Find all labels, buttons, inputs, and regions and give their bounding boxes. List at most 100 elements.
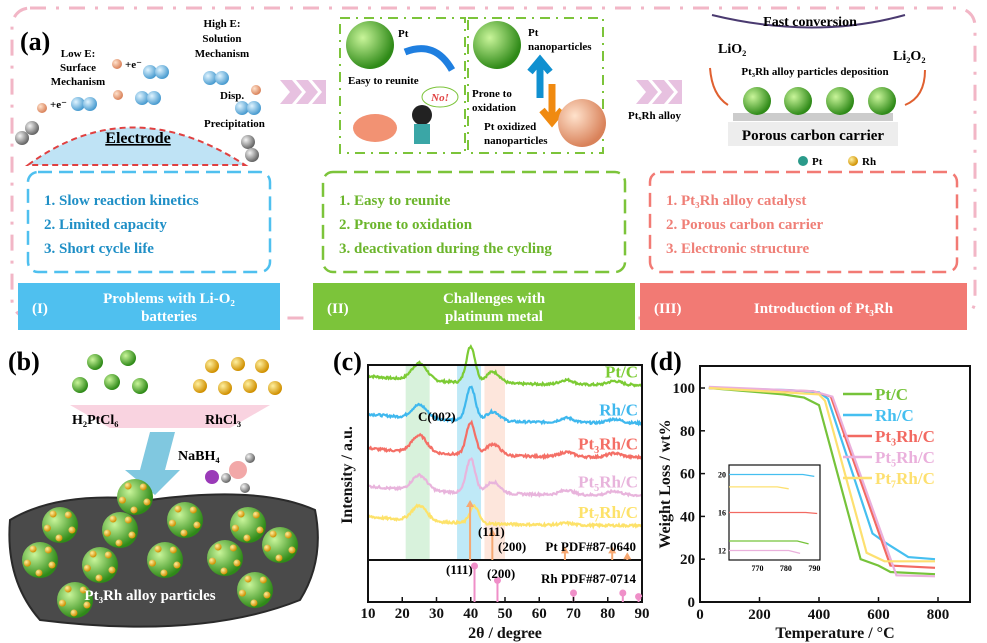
tga-series-line [708, 386, 936, 576]
pt-label: Pt [398, 28, 409, 40]
rh-atom [23, 559, 31, 567]
summary-box [648, 170, 959, 274]
rh-legend-label: Rh [862, 156, 876, 168]
summary-box [26, 170, 272, 274]
rh-atom [130, 506, 138, 514]
series-label: Pt₅Rh/C [578, 473, 638, 492]
rh-atom [180, 529, 188, 537]
inset-series-line [729, 473, 815, 478]
star-marker [488, 529, 497, 536]
rh-atom [104, 551, 112, 559]
summary-item: 1. Pt₃Rh alloy catalyst [666, 193, 806, 209]
precipitation-label: Precipitation [204, 118, 265, 130]
summary-item: 3. Short cycle life [44, 241, 154, 257]
high-e-line3: Mechanism [195, 48, 249, 60]
legend-label: Rh/C [875, 406, 914, 425]
rh-atom [189, 506, 197, 514]
pt-legend-dot [798, 156, 808, 166]
series-label: Pt/C [605, 362, 638, 381]
legend-label: Pt₃Rh/C [875, 427, 935, 446]
y-tick-label: 60 [680, 467, 695, 483]
bh4-molecule [221, 453, 255, 493]
y-tick-label: 20 [680, 552, 695, 568]
pt-nanoparticles-line2: nanoparticles [528, 41, 592, 53]
rh-atom [108, 566, 116, 574]
tga-series-line [708, 385, 936, 578]
summary-item: 2. Porous carbon carrier [666, 217, 824, 233]
rh-atom [35, 569, 43, 577]
star-marker [466, 500, 475, 507]
rh-marker [570, 589, 577, 597]
prone-line2: oxidation [472, 102, 516, 114]
pt-oxidized-line1: Pt oxidized [484, 121, 536, 133]
inset-y-tick-label: 12 [718, 547, 726, 556]
rh-marker [619, 589, 627, 597]
inset-y-tick-label: 16 [718, 509, 726, 518]
xrd-series-line [368, 344, 643, 388]
category-bar [18, 283, 280, 330]
y-tick-label: 100 [673, 381, 696, 397]
panel-b-caption: Pt₃Rh alloy particles [84, 588, 215, 604]
rh-atom [143, 498, 151, 506]
high-e-line1: High E: [204, 18, 241, 30]
star-marker [560, 546, 569, 554]
oxidized-cluster [558, 99, 606, 147]
nabh4-label: NaBH₄ [178, 449, 220, 464]
summary-item: 2. Limited capacity [44, 217, 167, 233]
chevron-arrow-icon [280, 80, 326, 104]
pt200-annotation: (200) [498, 539, 526, 554]
pt-precursor-balls [72, 350, 148, 394]
rh-atom [43, 524, 51, 532]
rh-atom [154, 545, 162, 553]
rh-atom [275, 554, 283, 562]
x-tick-label: 800 [927, 607, 950, 623]
rh-atom [229, 544, 237, 552]
x-tick-label: 20 [395, 606, 410, 622]
c002-annotation: C(002) [418, 409, 456, 424]
no-bubble: No! [430, 92, 449, 104]
lio2-label: LiO₂ [718, 42, 746, 57]
rh-atom [64, 585, 72, 593]
e-minus-label: +e⁻ [125, 59, 142, 71]
x-tick-label: 0 [696, 607, 704, 623]
pt-nanoparticles-line1: Pt [528, 27, 539, 39]
rh-atom [118, 496, 126, 504]
rh-atom [168, 519, 176, 527]
electrode-shape [24, 126, 249, 166]
category-title: platinum metal [445, 309, 543, 325]
pt111-annotation: (111) [478, 524, 505, 539]
category-numeral: (II) [327, 301, 349, 317]
rh-atom [231, 524, 239, 532]
electrode-label: Electrode [105, 130, 170, 147]
pt-challenge-illustration: Pt Easy to reunite No! Pt nanoparticles … [339, 17, 606, 154]
rh-atom [48, 561, 56, 569]
solution-illustration: Fast conversion LiO₂ Li₂O₂ Pt₃Rh alloy p… [709, 14, 926, 168]
summary-boxes: 1. Slow reaction kinetics 2. Limited capa… [18, 170, 967, 330]
x-axis-label: 2θ / degree [468, 625, 542, 642]
rh-atom [49, 510, 57, 518]
rh-atom [124, 482, 132, 490]
rh-atom [64, 511, 72, 519]
alloy-arrow-label: PtₓRh alloy [628, 110, 681, 122]
inset-series-line [729, 549, 801, 555]
rh-atom [252, 511, 260, 519]
x-tick-label: 200 [748, 607, 771, 623]
rh-atom [70, 609, 78, 617]
summary-item: 1. Easy to reunite [339, 193, 451, 209]
summary-box [321, 170, 627, 274]
rh-atom [174, 505, 182, 513]
up-arrow-icon [527, 54, 553, 98]
arrow-icon [904, 69, 926, 106]
pt-reference-label: Pt PDF#87-0640 [545, 539, 636, 554]
y-tick-label: 40 [680, 509, 695, 525]
rh-atom [243, 534, 251, 542]
rh-marker [493, 576, 501, 584]
panel-b: (b) H₂PtCl₆ RhCl₃ NaBH₄ Pt₃Rh alloy part… [8, 347, 319, 628]
summary-item: 1. Slow reaction kinetics [44, 193, 199, 209]
category-title: Challenges with [443, 291, 546, 307]
rh-marker [635, 593, 643, 601]
chevron-arrow-icon [636, 80, 682, 104]
inset-series-line [729, 486, 789, 490]
